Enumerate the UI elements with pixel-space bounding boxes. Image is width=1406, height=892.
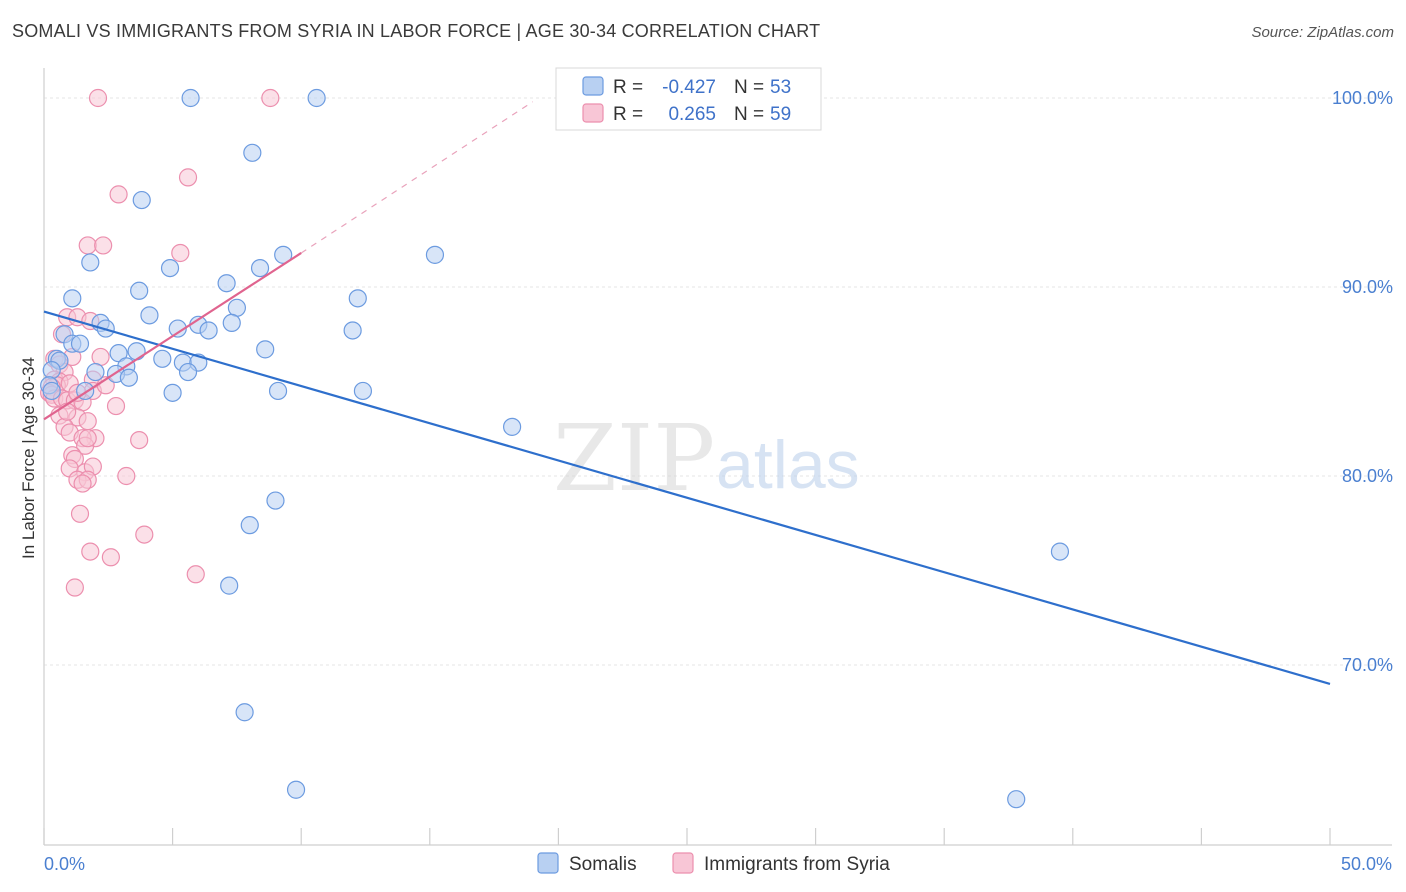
point-syria bbox=[78, 236, 97, 255]
point-somalis bbox=[307, 88, 326, 108]
point-somalis bbox=[256, 340, 275, 359]
point-syria bbox=[88, 88, 108, 108]
point-syria bbox=[91, 347, 110, 367]
series-legend: Somalis Immigrants from Syria bbox=[537, 852, 890, 875]
point-syria bbox=[78, 429, 97, 448]
point-somalis bbox=[153, 349, 172, 368]
point-syria bbox=[186, 565, 205, 584]
point-syria bbox=[81, 542, 100, 561]
point-syria bbox=[261, 88, 280, 108]
point-somalis bbox=[81, 253, 100, 272]
point-somalis bbox=[343, 321, 362, 340]
chart-title: SOMALI VS IMMIGRANTS FROM SYRIA IN LABOR… bbox=[12, 21, 821, 41]
stats-legend-r-label-somalis: R = bbox=[613, 77, 643, 98]
point-somalis bbox=[227, 298, 246, 317]
point-somalis bbox=[250, 259, 270, 278]
point-somalis bbox=[503, 417, 522, 436]
point-somalis bbox=[1007, 790, 1026, 809]
point-syria bbox=[65, 578, 84, 597]
watermark: ZIP atlas bbox=[553, 405, 860, 512]
series-legend-swatch-syria bbox=[672, 852, 694, 874]
point-somalis bbox=[268, 381, 288, 401]
y-tick-label: 80.0% bbox=[1342, 466, 1393, 486]
point-somalis bbox=[70, 334, 90, 353]
trend-line-syria-extension bbox=[300, 101, 534, 254]
point-somalis bbox=[130, 281, 149, 300]
trend-line-somalis bbox=[43, 310, 1331, 685]
y-tick-label: 90.0% bbox=[1342, 277, 1393, 297]
point-syria bbox=[171, 243, 190, 263]
stats-legend-n-label-somalis: N = bbox=[734, 77, 764, 98]
point-somalis bbox=[63, 289, 82, 308]
point-syria bbox=[70, 504, 90, 523]
point-somalis bbox=[119, 368, 138, 387]
point-syria bbox=[106, 396, 126, 416]
point-syria bbox=[178, 168, 198, 187]
grid-lines bbox=[44, 97, 1392, 666]
trend-lines bbox=[43, 101, 1331, 685]
point-syria bbox=[58, 402, 77, 421]
point-syria bbox=[101, 548, 120, 567]
point-somalis bbox=[286, 780, 306, 799]
point-somalis bbox=[42, 361, 61, 380]
point-somalis bbox=[199, 321, 218, 340]
point-somalis bbox=[140, 306, 159, 325]
point-syria bbox=[78, 412, 97, 431]
chart-source: Source: ZipAtlas.com bbox=[1251, 24, 1394, 41]
stats-legend: R = -0.427 N = 53 R = 0.265 N = 59 bbox=[555, 67, 822, 131]
point-syria bbox=[130, 430, 149, 450]
point-somalis bbox=[160, 259, 180, 278]
point-syria bbox=[109, 185, 128, 204]
point-somalis bbox=[348, 289, 367, 308]
stats-legend-n-label-syria: N = bbox=[734, 104, 764, 125]
stats-legend-r-value-syria: 0.265 bbox=[668, 104, 716, 125]
stats-legend-swatch-syria bbox=[582, 103, 604, 123]
point-somalis bbox=[42, 381, 61, 401]
trend-line-syria bbox=[43, 252, 302, 421]
point-somalis bbox=[235, 703, 254, 722]
point-syria bbox=[135, 525, 154, 544]
point-somalis bbox=[425, 245, 445, 264]
stats-legend-n-value-somalis: 53 bbox=[770, 77, 791, 98]
watermark-atlas: atlas bbox=[716, 427, 860, 503]
x-tick-marks bbox=[43, 828, 1331, 845]
point-syria bbox=[117, 466, 136, 486]
point-syria bbox=[94, 236, 113, 255]
y-tick-label: 100.0% bbox=[1332, 88, 1393, 108]
axes bbox=[43, 68, 1392, 846]
point-somalis bbox=[1050, 542, 1070, 561]
stats-legend-r-value-somalis: -0.427 bbox=[662, 77, 716, 98]
point-syria bbox=[73, 474, 92, 493]
point-somalis bbox=[163, 383, 182, 402]
series-legend-swatch-somalis bbox=[537, 852, 559, 874]
watermark-zip: ZIP bbox=[553, 405, 715, 512]
point-somalis bbox=[132, 190, 151, 210]
point-somalis bbox=[181, 88, 200, 108]
point-somalis bbox=[217, 274, 236, 293]
point-somalis bbox=[127, 342, 146, 361]
stats-legend-swatch-somalis bbox=[582, 76, 604, 96]
y-axis-label: In Labor Force | Age 30-34 bbox=[19, 357, 38, 559]
point-somalis bbox=[86, 362, 105, 382]
y-tick-labels: 100.0% 90.0% 80.0% 70.0% bbox=[1332, 88, 1393, 675]
x-tick-label-min: 0.0% bbox=[44, 854, 85, 874]
point-somalis bbox=[222, 313, 241, 333]
series-legend-label-syria: Immigrants from Syria bbox=[704, 854, 890, 875]
point-somalis bbox=[220, 576, 239, 595]
point-somalis bbox=[353, 381, 373, 401]
stats-legend-n-value-syria: 59 bbox=[770, 104, 791, 125]
point-somalis bbox=[266, 491, 285, 510]
point-somalis bbox=[178, 362, 198, 382]
stats-legend-r-label-syria: R = bbox=[613, 104, 643, 125]
point-somalis bbox=[243, 143, 262, 162]
x-tick-label-max: 50.0% bbox=[1341, 854, 1392, 874]
y-tick-label: 70.0% bbox=[1342, 655, 1393, 675]
series-legend-label-somalis: Somalis bbox=[569, 854, 637, 875]
point-somalis bbox=[240, 516, 259, 535]
